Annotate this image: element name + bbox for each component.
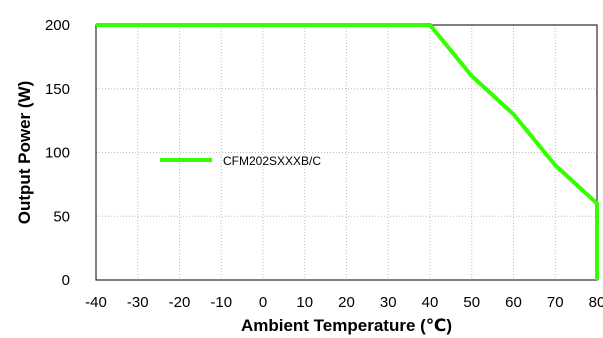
grid-lines (96, 25, 597, 280)
y-axis-ticks: 0 50 100 150 200 (45, 17, 70, 289)
x-tick-label: -10 (210, 294, 232, 311)
x-tick-label: -30 (127, 294, 149, 311)
y-axis-title: Output Power (W) (15, 81, 34, 225)
y-tick-label: 0 (62, 272, 70, 289)
x-tick-label: 60 (505, 294, 522, 311)
x-tick-label: 70 (547, 294, 564, 311)
x-tick-label: 30 (380, 294, 397, 311)
x-tick-label: -40 (85, 294, 107, 311)
legend-label: CFM202SXXXB/C (223, 154, 321, 168)
x-axis-ticks: -40 -30 -20 -10 0 10 20 30 40 50 60 70 80 (85, 294, 603, 311)
y-tick-label: 150 (45, 81, 70, 98)
x-tick-label: 40 (422, 294, 439, 311)
series-lines (96, 23, 599, 280)
x-tick-label: 80 (589, 294, 603, 311)
legend: CFM202SXXXB/C (160, 154, 321, 168)
x-axis-title: Ambient Temperature (℃) (241, 316, 452, 335)
x-tick-label: 20 (338, 294, 355, 311)
y-tick-label: 50 (53, 208, 70, 225)
y-tick-label: 100 (45, 145, 70, 162)
x-tick-label: 0 (259, 294, 267, 311)
x-tick-label: 50 (463, 294, 480, 311)
series-line (96, 23, 599, 280)
x-tick-label: 10 (296, 294, 313, 311)
x-tick-label: -20 (169, 294, 191, 311)
y-tick-label: 200 (45, 17, 70, 34)
